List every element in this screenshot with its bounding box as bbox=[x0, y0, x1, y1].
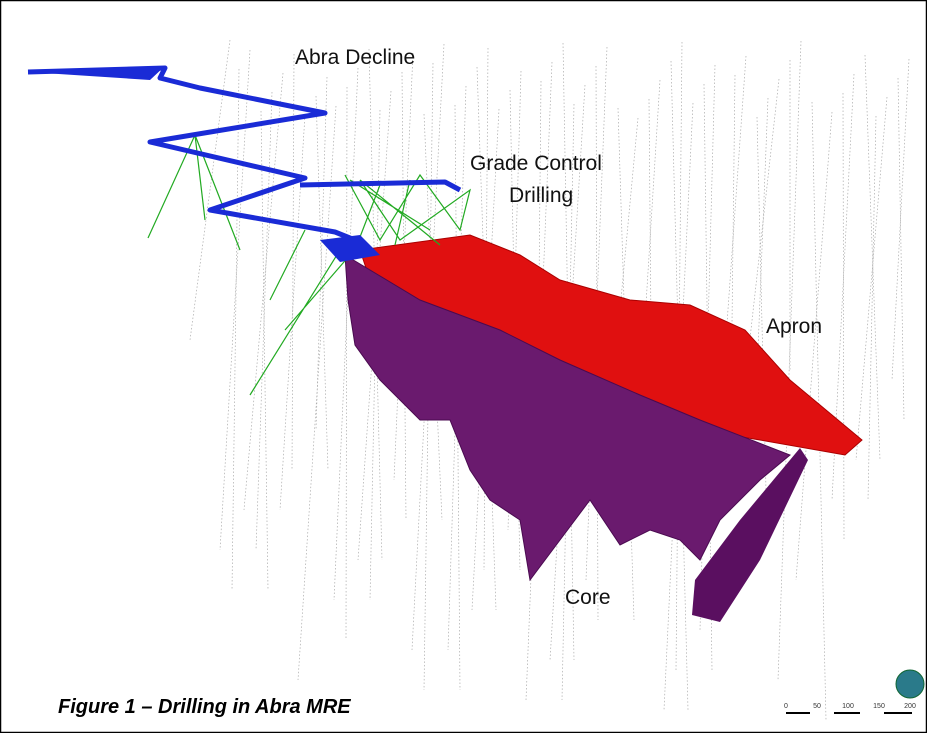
drill-hole bbox=[260, 110, 269, 591]
drill-hole bbox=[795, 111, 833, 581]
drill-hole bbox=[279, 114, 306, 511]
drill-hole bbox=[219, 49, 251, 551]
scale-label: 200 bbox=[904, 703, 916, 710]
drill-hole bbox=[897, 77, 905, 421]
drill-hole bbox=[315, 95, 329, 471]
drill-hole bbox=[476, 66, 497, 611]
decline bbox=[27, 65, 462, 243]
drill-hole bbox=[189, 39, 231, 341]
label-core: Core bbox=[565, 586, 611, 609]
scale-label: 150 bbox=[873, 703, 885, 710]
drill-hole bbox=[864, 54, 881, 461]
drill-hole bbox=[315, 76, 328, 431]
drill-hole bbox=[729, 74, 736, 491]
drill-hole bbox=[777, 40, 802, 681]
drill-hole bbox=[756, 116, 767, 491]
label-grade-control: Drilling bbox=[509, 184, 573, 207]
scale-label: 100 bbox=[842, 703, 854, 710]
caption: Figure 1 – Drilling in Abra MRE bbox=[58, 696, 351, 718]
label-decline: Abra Decline bbox=[295, 46, 415, 69]
drill-hole bbox=[255, 91, 273, 551]
drill-hole bbox=[231, 68, 240, 591]
drill-hole bbox=[831, 73, 855, 501]
drill-hole bbox=[537, 80, 542, 391]
drill-hole bbox=[454, 104, 461, 691]
green-holes bbox=[147, 134, 471, 396]
drill-hole bbox=[855, 96, 888, 461]
drill-hole bbox=[891, 58, 910, 381]
drill-hole bbox=[297, 105, 337, 681]
drill-hole bbox=[423, 62, 434, 691]
drill-hole bbox=[603, 117, 639, 481]
core-spike bbox=[692, 448, 808, 622]
label-apron: Apron bbox=[766, 315, 822, 338]
drill-hole bbox=[867, 115, 877, 501]
scale-labels: 0 50 100 150 200 bbox=[784, 703, 916, 710]
scale-label: 0 bbox=[784, 703, 788, 710]
drill-hole bbox=[753, 97, 769, 451]
label-grade-control: Grade Control bbox=[470, 152, 602, 175]
decline-base bbox=[320, 235, 380, 262]
logo bbox=[895, 669, 925, 699]
drill-hole bbox=[333, 67, 359, 601]
drill-hole bbox=[291, 53, 295, 471]
decline-portal bbox=[28, 66, 165, 80]
core-body bbox=[344, 254, 791, 582]
scale-label: 50 bbox=[813, 703, 821, 710]
drill-hole bbox=[447, 85, 467, 651]
drill-hole bbox=[842, 92, 845, 541]
